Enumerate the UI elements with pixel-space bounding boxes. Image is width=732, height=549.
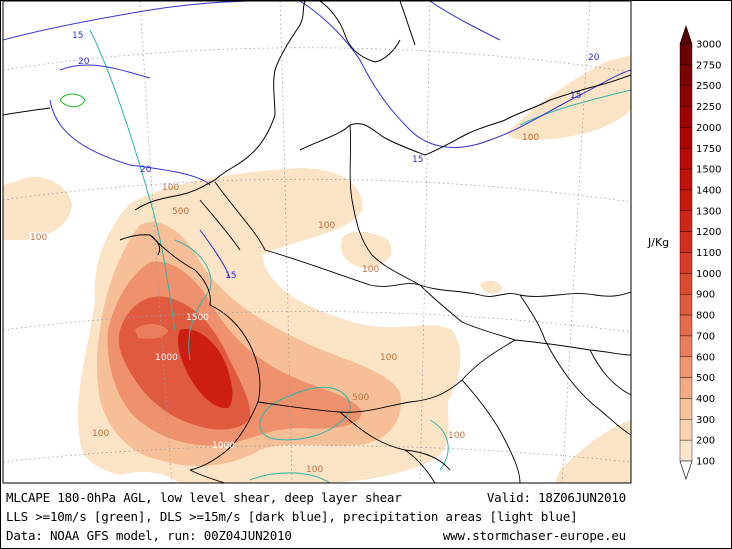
colorbar-level-label: 100 [696, 457, 715, 468]
colorbar-level-label: 1400 [696, 185, 721, 196]
colorbar-level-label: 1500 [696, 165, 721, 176]
footer-valid: Valid: 18Z06JUN2010 [486, 490, 626, 505]
colorbar-swatch [679, 252, 693, 274]
cape-label: 100 [162, 183, 179, 193]
footer-source: Data: NOAA GFS model, run: 00Z04JUN2010 [6, 528, 292, 543]
cape-label: 100 [306, 465, 323, 475]
colorbar-level-label: 500 [696, 373, 715, 384]
cape-label: 100 [362, 265, 379, 275]
colorbar-level-label: 1750 [696, 144, 721, 155]
colorbar-swatch [679, 419, 693, 441]
shear-label: 15 [72, 31, 83, 41]
colorbar-swatch [679, 356, 693, 378]
colorbar-swatch [679, 398, 693, 420]
cape-label: 500 [352, 393, 369, 403]
colorbar-level-label: 2500 [696, 81, 721, 92]
cape-label: 100 [30, 233, 47, 243]
colorbar-level-label: 1300 [696, 206, 721, 217]
colorbar-swatch [679, 85, 693, 107]
footer-title: MLCAPE 180-0hPa AGL, low level shear, de… [6, 490, 402, 505]
colorbar-swatch [679, 439, 693, 462]
colorbar-swatch [679, 106, 693, 128]
colorbar-top-arrow [679, 25, 693, 45]
colorbar-swatch [679, 189, 693, 211]
colorbar-swatch [679, 168, 693, 191]
footer-legend: LLS >=10m/s [green], DLS >=15m/s [dark b… [6, 509, 578, 524]
shear-label: 15 [570, 91, 581, 101]
colorbar-swatches [679, 25, 693, 480]
graticule [3, 1, 631, 483]
low-level-shear-contours [59, 93, 86, 108]
colorbar-level-label: 400 [696, 394, 715, 405]
cape-label: 100 [522, 133, 539, 143]
cape-label: 1500 [186, 313, 209, 323]
colorbar-swatch [679, 273, 693, 295]
cape-label: 100 [92, 429, 109, 439]
shear-label: 15 [225, 271, 236, 281]
shear-label: 20 [140, 165, 152, 175]
colorbar-swatch [679, 314, 693, 337]
colorbar-swatch [679, 231, 693, 253]
cape-label: 100 [380, 353, 397, 363]
colorbar-level-label: 1000 [696, 269, 721, 280]
colorbar-level-label: 1100 [696, 248, 721, 259]
colorbar-level-label: 3000 [696, 40, 721, 51]
colorbar-level-label: 800 [696, 311, 715, 322]
colorbar-unit: J/Kg [647, 236, 669, 249]
footer-site: www.stormchaser-europe.eu [442, 528, 626, 543]
precipitation-contours [89, 29, 631, 483]
colorbar-level-label: 900 [696, 290, 715, 301]
colorbar-bottom-arrow [679, 460, 693, 480]
shear-label: 20 [78, 57, 90, 67]
coastlines [3, 1, 631, 256]
cape-label: 1000 [212, 441, 235, 451]
colorbar-swatch [679, 294, 693, 316]
colorbar-level-label: 2250 [696, 102, 721, 113]
colorbar-swatch [679, 127, 693, 149]
cape-label: 100 [448, 431, 465, 441]
colorbar-level-label: 300 [696, 415, 715, 426]
colorbar-swatch [679, 148, 693, 170]
colorbar-level-label: 1200 [696, 227, 721, 238]
cape-label: 1000 [155, 353, 178, 363]
cape-label: 100 [318, 221, 335, 231]
colorbar-swatch [679, 335, 693, 357]
colorbar-swatch [679, 377, 693, 399]
cape-label: 100 [30, 233, 47, 243]
footer: MLCAPE 180-0hPa AGL, low level shear, de… [0, 488, 632, 549]
colorbar-level-label: 700 [696, 331, 715, 342]
colorbar-swatch [679, 64, 693, 86]
colorbar-swatch [679, 43, 693, 66]
colorbar-swatch [679, 210, 693, 232]
shear-label: 15 [412, 155, 423, 165]
colorbar-level-label: 200 [696, 436, 715, 447]
colorbar-level-label: 600 [696, 352, 715, 363]
cape-fill-1500 [135, 324, 233, 409]
colorbar-level-label: 2000 [696, 123, 721, 134]
colorbar-level-label: 2750 [696, 60, 721, 71]
colorbar-labels: 3000 2750 2500 2250 2000 1750 1500 1400 1300 1200… [696, 40, 721, 468]
shear-label: 20 [588, 53, 600, 63]
cape-label: 500 [172, 207, 189, 217]
